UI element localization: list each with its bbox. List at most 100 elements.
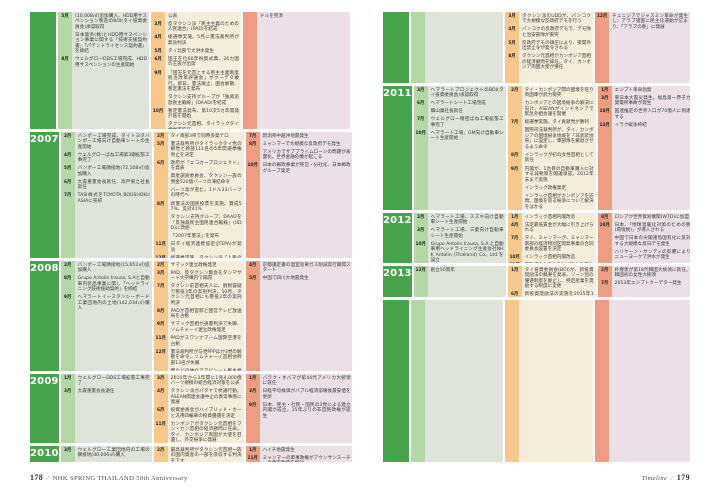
- event-month: [151, 121, 165, 129]
- event-text: 日本の郵政事業が民営・分社化、日本郵政グループ発足: [262, 163, 351, 174]
- event-month: 10月: [509, 255, 520, 261]
- event-text: ハイチ地震発生: [262, 447, 295, 453]
- event-month: 4月: [248, 262, 257, 268]
- event-month: 2月: [154, 21, 162, 27]
- world-events-column: 1月 バラク・オバマが第44代アメリカ大統領に就任 3月 日経平均株価がバブル経済崩壊…: [245, 374, 352, 443]
- event-text: ウェルグローDDS工場拡張工事完了: [77, 375, 150, 387]
- thailand-events-column: 3月 2010年から3年間に1兆4,000億バーツ規模の総合経済対策を公表 4月 タク…: [153, 374, 244, 443]
- event-text: 畑山廣社長就任: [430, 109, 463, 115]
- event-text: 大森重憲会長退任: [77, 389, 115, 395]
- event-text: ヘマラートシート工場完成: [430, 101, 486, 107]
- company-events-column: 3月 ウェルグロー工業団地内の工場の隣接地(40,000㎡)購入: [60, 446, 152, 462]
- footer-section-label: Timeline: [641, 475, 668, 482]
- event-month: [243, 12, 257, 20]
- year-label: 2010: [30, 446, 59, 462]
- year-label: [383, 12, 409, 83]
- event-month: 10月: [415, 130, 426, 136]
- event-month: 8月: [156, 201, 165, 207]
- event-month: [154, 173, 168, 187]
- event-text: ヘマラート工場、GM向け自動車シート生産開始: [430, 130, 504, 142]
- event-text: ヘマラート工場、三菱向け自動車シート生産開始: [430, 228, 504, 239]
- event-month: 4月: [508, 27, 516, 33]
- year-section-2010: 2010 3月 ウェルグロー工業団地内の工場の隣接地(40,000㎡)購入 2月 最高裁…: [30, 446, 352, 462]
- event-month: [151, 94, 165, 108]
- event-text: 投資委員会がハイブリッド・カーと汎用四輪車の投資優遇を決定: [170, 408, 242, 419]
- event-text: バンコクの反政府デモで、デモ隊と治安部隊が衝突: [522, 27, 591, 38]
- event-month: 11月: [155, 242, 166, 248]
- event-text: バラク・オバマが第44代アメリカ大統領に就任: [262, 375, 351, 387]
- event-text: PADがスワンナプーム国際空港を占拠: [170, 336, 242, 347]
- event-month: 7月: [248, 133, 257, 139]
- thailand-events-column: 2月 タイ・カンボジア間の国境を巡り両国軍が武力衝突 カンボジアとの国境紛争の解決に…: [507, 86, 596, 210]
- event-month: 1月: [248, 447, 257, 453]
- footer-separator: ⁄: [671, 475, 673, 482]
- event-text: タイ南部3県で同時多発テロ: [170, 133, 229, 139]
- year-label: 2013: [383, 266, 412, 297]
- event-month: [508, 184, 522, 192]
- event-month: 5月: [63, 166, 72, 172]
- thailand-events-column: 3月 タクシン派のUDDが、バンコクで大規模な反政府デモを行う 4月 バンコクの反政府…: [505, 12, 593, 83]
- timeline-page-right: 3月 タクシン派のUDDが、バンコクで大規模な反政府デモを行う 4月 バンコクの反政府…: [383, 12, 690, 465]
- event-month: [154, 367, 168, 371]
- event-text: Grupo Antolin Irausa, S.Aと自動車内装品事業に関し「ヘッ…: [77, 276, 150, 293]
- event-text: サマック首相が違憲判決で失脚、ソムチャーイ連立政権発足: [170, 322, 242, 333]
- event-month: 6月: [416, 101, 425, 107]
- event-month: 2月: [156, 447, 165, 453]
- event-month: 6月: [156, 408, 165, 414]
- year-label: 2007: [30, 132, 59, 258]
- year-label: 2012: [383, 213, 412, 263]
- event-month: 7月: [156, 284, 165, 290]
- year-label: 2009: [30, 374, 59, 443]
- event-text: インラック政権発足: [524, 185, 566, 191]
- event-text: 日本、「地球温暖化対策のための税(環境税)」が導入される: [614, 222, 690, 234]
- event-text: インラック首相内閣改造: [524, 214, 576, 220]
- event-text: ウェルグロー工業団地内の工場の隣接地(40,000㎡)購入: [77, 447, 150, 459]
- event-text: 中国で日本の尖閣諸島国有化に反対する大規模な反日デモ発生: [614, 236, 690, 247]
- event-text: 自動車の生産台数200万台を突破: [522, 262, 596, 263]
- event-text: カンボジアがタクシン元首相をフン・セン首相の経済顧問に任命。タイ、カンボジア両国…: [170, 421, 242, 443]
- event-text: サマック連立政権発足: [170, 262, 217, 268]
- event-text: ハリケーン・サンディの影響によりニューヨークで洪水が発生: [614, 249, 690, 261]
- footer-book-title: NHK SPRING THAILAND 50th Anniversary: [52, 475, 188, 482]
- event-text: ヘマラート工場、スズキ向け自動車シート生産開始: [430, 214, 504, 226]
- event-month: [508, 127, 522, 152]
- thailand-events-column: 1月 インラック首相内閣改造 4月 法定最低賃金が大幅に引き上げられる 7月 タイ、ミャン…: [507, 213, 596, 263]
- event-month: [508, 100, 522, 119]
- world-events-column: 7月 新潟県中越沖地震発生 8月 ミャンマーで大規模な反政府デモ発生 アメリカでサブプラ…: [245, 132, 352, 258]
- event-month: 11月: [247, 455, 258, 461]
- event-text: カンボジアとの国境紛争の解決に向け、ASEANがインドネシアで緊急外相会議を開催: [524, 101, 594, 118]
- thailand-events-column: [505, 300, 593, 462]
- event-month: 1月: [510, 267, 519, 273]
- footer-separator: ⁄: [47, 475, 49, 482]
- event-month: 2月: [156, 133, 165, 139]
- event-text: TASI株式をTOYOTA BOUSHOKU ASIAに売却: [77, 193, 150, 204]
- world-events-column: 2月 朴槿恵が第18代韓国大統領に就任。韓国初の女性大統領 7月 2013年エジプトク…: [597, 266, 690, 297]
- event-text: (10,008㎡)追加購入、HDD用サスペンション製造のBOI(タイ投資委員会)…: [75, 13, 147, 30]
- footer-left: 178 ⁄ NHK SPRING THAILAND 50th Anniversary: [30, 473, 188, 482]
- event-month: 3月: [416, 87, 425, 93]
- event-month: 10月: [415, 241, 426, 247]
- event-text: 資産調査委員会、タクシン一族の預金520億バーツの凍結命令: [170, 174, 242, 185]
- event-text: ウェルグロー精密ばね工場拡張工事完了: [430, 117, 504, 128]
- event-month: 3月: [63, 447, 72, 453]
- event-text: タクシン元首相がカンボジア首相の経済顧問を辞任。タイ、カンボジア両国大使が帰任: [522, 54, 591, 71]
- event-month: 5月: [154, 48, 162, 54]
- event-month: 4月: [63, 152, 72, 158]
- event-text: 公表: [168, 13, 178, 19]
- year-section-2012: 2012 2月 ヘマラート工場、スズキ向け自動車シート生産開始 3月 ヘマラート工場、三…: [383, 213, 690, 263]
- year-section-2013: 2013 12月 創立50周年 1月 タイ投資委員会(BOI)が、新投資奨励法の概要を発…: [383, 266, 690, 297]
- event-text: タクシン前首相夫人に、脱税容疑で懲役3年の実刑判決。10月、タクシン元首相にも懲…: [170, 284, 242, 306]
- event-month: [508, 192, 522, 210]
- year-section-continued: 3月 タクシン派のUDDが、バンコクで大規模な反政府デモを行う 4月 バンコクの反政府…: [383, 12, 690, 83]
- event-text: 反タクシン派「民主主義のための人民連合」(PAD)を結成: [168, 21, 239, 33]
- event-month: 10月: [599, 109, 610, 115]
- event-text: タクシン支持グループ、DAADを「反独裁民主国民連合戦線」(UDD)に改組: [170, 215, 242, 232]
- world-events-column: 1月 エジプト革命勃発 3月 東日本大震災発生。福島第一原子力発電所事故が発生 10月国…: [597, 86, 690, 210]
- company-events-column: 1月 ウェルグローDDS工場拡張工事完了 3月 大森重憲会長退任: [60, 374, 152, 443]
- event-text: バンポー工場隣接地(72,108㎡)追加購入: [77, 166, 150, 177]
- event-month: 12月: [415, 267, 426, 273]
- event-text: タイ北部で大洪水発生: [168, 48, 214, 54]
- event-month: [598, 235, 612, 249]
